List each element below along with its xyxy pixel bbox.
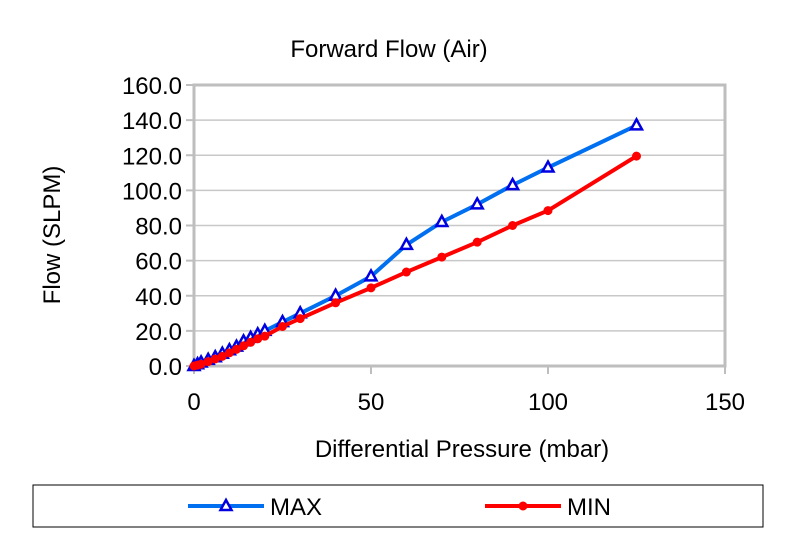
data-point-max [434, 213, 450, 228]
data-point-min [239, 341, 249, 351]
data-point-min [401, 267, 411, 277]
series-line-max [193, 123, 638, 368]
data-point-min [508, 221, 518, 230]
data-point-min [366, 283, 376, 293]
data-point-min [472, 237, 482, 247]
data-point-max [363, 267, 379, 282]
data-point-max [398, 236, 415, 251]
y-tick-label: 160.0 [122, 73, 182, 100]
data-point-min [260, 331, 270, 341]
data-point-min [437, 252, 447, 262]
y-tick-label: 80.0 [135, 214, 182, 241]
legend [32, 484, 764, 528]
y-tick-label: 100.0 [122, 178, 182, 205]
data-point-min [246, 337, 256, 347]
legend-label-max: MAX [270, 494, 322, 521]
data-point-min [231, 344, 241, 354]
y-tick-label: 0.0 [149, 354, 182, 381]
x-tick-label: 150 [705, 389, 745, 416]
y-axis-label: Flow (SLPM) [39, 166, 66, 305]
data-point-max [540, 158, 556, 173]
series-min [189, 151, 641, 371]
y-tick-label: 140.0 [122, 108, 182, 135]
y-tick-label: 40.0 [135, 284, 182, 311]
data-point-max [327, 287, 344, 301]
series-max [186, 116, 645, 372]
data-point-min [331, 298, 341, 308]
y-tick-label: 60.0 [135, 249, 182, 276]
legend-marker-max [218, 497, 234, 512]
legend-marker-min [518, 501, 528, 511]
x-tick-label: 0 [187, 389, 200, 416]
y-tick-label: 20.0 [135, 319, 182, 346]
data-point-min [278, 321, 287, 331]
x-axis-label: Differential Pressure (mbar) [315, 436, 609, 463]
data-point-min [295, 314, 305, 324]
data-point-min [217, 351, 227, 361]
x-tick-label: 100 [528, 389, 568, 416]
legend-label-min: MIN [567, 494, 611, 521]
data-point-max [504, 176, 521, 191]
data-point-min [224, 348, 234, 358]
chart-title: Forward Flow (Air) [290, 36, 487, 63]
x-tick-label: 50 [358, 389, 385, 416]
data-point-max [628, 116, 645, 131]
data-point-max [469, 195, 485, 210]
data-point-min [632, 151, 641, 161]
y-tick-label: 120.0 [122, 143, 182, 170]
data-point-min [543, 206, 553, 216]
